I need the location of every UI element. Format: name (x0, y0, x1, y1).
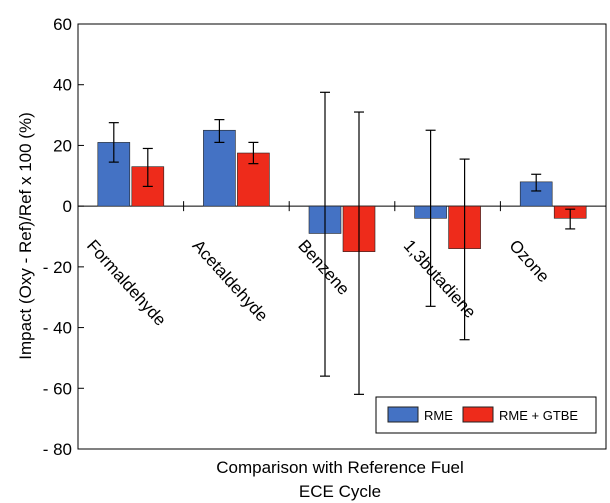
y-axis-ticks: 60 40 20 0 - 20 - 40 - 60 - 80 (43, 15, 84, 459)
legend-swatch-rme (387, 406, 419, 423)
x-axis-title-line1: Comparison with Reference Fuel (216, 458, 464, 477)
y-tick-label: 0 (63, 197, 72, 216)
y-tick-label: - 40 (43, 319, 72, 338)
x-axis-title-line2: ECE Cycle (299, 482, 381, 501)
error-bars (108, 91, 576, 395)
y-tick-label: 40 (53, 76, 72, 95)
y-tick-label: 60 (53, 15, 72, 34)
legend-swatch-rme-gtbe (462, 406, 494, 423)
legend: RME RME + GTBE (375, 396, 597, 434)
y-axis-title: Impact (Oxy - Ref)/Ref x 100 (%) (16, 112, 35, 360)
legend-label-rme: RME (424, 408, 453, 423)
zero-line-group (78, 201, 606, 212)
y-tick-label: - 60 (43, 379, 72, 398)
y-tick-label: - 80 (43, 440, 72, 459)
legend-label-rme-gtbe: RME + GTBE (499, 408, 578, 423)
y-tick-label: - 20 (43, 258, 72, 277)
y-tick-label: 20 (53, 136, 72, 155)
plot-frame (77, 23, 607, 450)
